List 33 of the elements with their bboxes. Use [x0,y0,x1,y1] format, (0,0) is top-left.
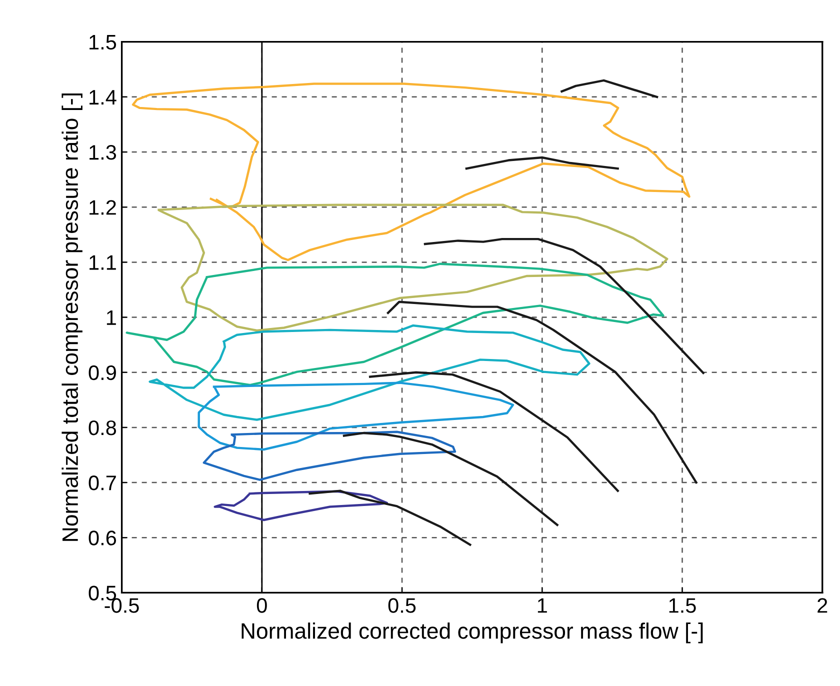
line-series [158,204,668,332]
x-tick-label: 2 [818,598,828,613]
y-tick-label: 1.2 [90,200,116,215]
line-series [214,490,388,522]
y-axis-title: Normalized total compressor pressure ratio [-] [62,93,82,541]
y-tick-label: 0.7 [88,476,116,490]
y-tick-label: 1 [106,310,116,325]
x-tick-label: 0.5 [388,598,416,613]
line-series [126,262,664,386]
y-tick-label: 1.4 [90,90,116,104]
line-series [308,490,472,546]
y-tick-label: 0.9 [88,365,116,380]
y-tick-label: 1.3 [90,145,116,160]
line-series [132,82,690,262]
x-tick-label: 1 [538,598,547,613]
y-tick-label: 1.5 [90,35,116,50]
x-tick-label: 1.5 [669,598,696,613]
line-series [386,300,698,484]
line-series [424,238,704,374]
line-series [342,432,558,526]
line-series [465,156,619,170]
x-tick-label: 0 [256,598,267,613]
y-tick-label: 0.5 [88,586,116,600]
y-tick-label: 0.8 [88,420,116,436]
line-series [560,79,658,98]
line-series [368,371,619,492]
line-series [148,324,590,421]
line-series [202,430,456,481]
x-tick-label: -0.5 [104,598,139,613]
line-series [198,382,514,451]
y-tick-label: 0.6 [88,530,116,546]
x-axis-title: Normalized corrected compressor mass flow [-] [242,622,703,644]
y-tick-label: 1.1 [90,255,116,270]
